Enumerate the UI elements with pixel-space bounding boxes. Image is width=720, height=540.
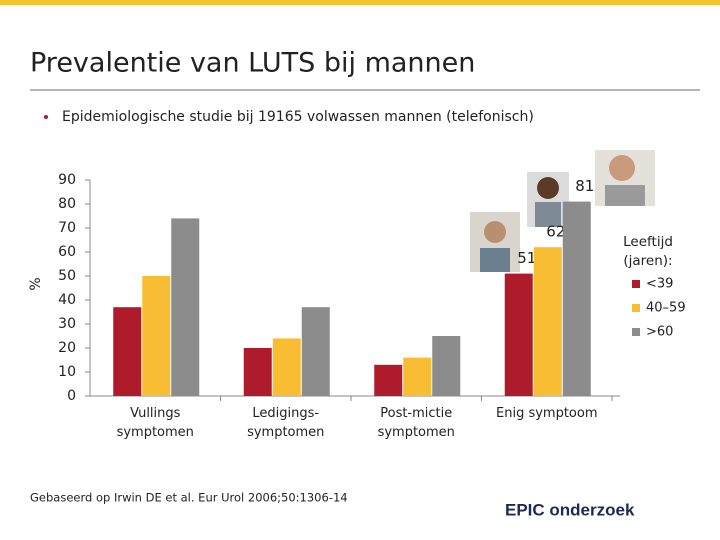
photos — [470, 150, 655, 272]
legend-swatch — [632, 328, 640, 336]
y-tick-label: 90 — [58, 172, 76, 188]
x-tick-label: Vullings symptomen — [116, 406, 194, 440]
y-tick-label: 70 — [58, 220, 76, 236]
bar — [171, 218, 200, 396]
bar — [403, 357, 432, 396]
value-label: 51 — [517, 249, 536, 267]
legend-label: 40–59 — [646, 301, 686, 316]
bar — [243, 348, 272, 396]
x-tick-label: Ledigings- symptomen — [247, 406, 325, 440]
x-tick-label: Enig symptoom — [496, 406, 598, 421]
bar — [533, 247, 562, 396]
bar — [142, 276, 171, 396]
title-rule — [30, 89, 700, 91]
legend-label: <39 — [646, 277, 673, 292]
source-note: Gebaseerd op Irwin DE et al. Eur Urol 20… — [30, 491, 348, 505]
legend-swatch — [632, 304, 640, 312]
x-tick-label: Post-mictie symptomen — [377, 406, 455, 440]
bullet-text: Epidemiologische studie bij 19165 volwas… — [62, 109, 534, 125]
value-label: 62 — [546, 223, 565, 241]
y-tick-label: 80 — [58, 196, 76, 212]
bar — [272, 338, 301, 396]
bar — [562, 201, 591, 396]
y-tick-label: 20 — [58, 340, 76, 356]
value-label: 81 — [575, 177, 594, 195]
brand: EPIC onderzoek — [505, 500, 635, 519]
legend-label: >60 — [646, 325, 673, 340]
bar — [504, 273, 533, 396]
bar — [374, 364, 403, 396]
y-tick-label: 10 — [58, 364, 76, 380]
y-tick-label: 0 — [67, 388, 76, 404]
bar — [113, 307, 142, 396]
y-tick-label: 40 — [58, 292, 76, 308]
y-tick-label: 60 — [58, 244, 76, 260]
y-axis-label: % — [28, 277, 44, 290]
bar — [301, 307, 330, 396]
bar — [432, 336, 461, 396]
y-tick-label: 50 — [58, 268, 76, 284]
slide-title: Prevalentie van LUTS bij mannen — [30, 48, 475, 79]
y-tick-label: 30 — [58, 316, 76, 332]
bullet-dot — [44, 115, 48, 119]
top-bar — [0, 0, 720, 5]
legend-title: Leeftijd (jaren): — [623, 234, 673, 269]
legend-swatch — [632, 280, 640, 288]
